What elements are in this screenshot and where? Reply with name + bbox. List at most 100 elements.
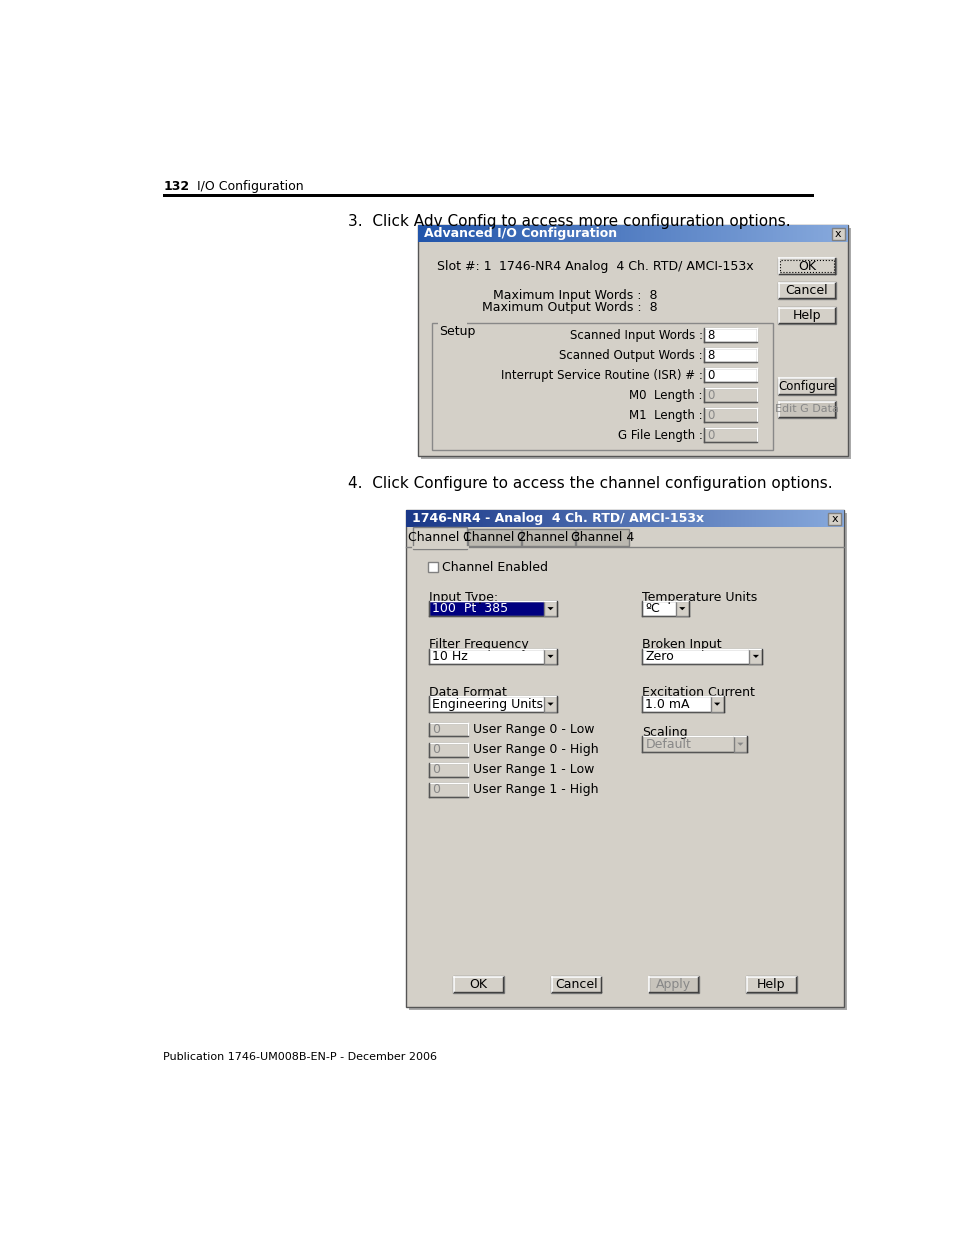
- Text: Maximum Input Words :  8: Maximum Input Words : 8: [493, 289, 658, 301]
- Text: 0: 0: [707, 369, 714, 382]
- Bar: [703, 348, 757, 362]
- Polygon shape: [713, 703, 720, 705]
- Bar: [429, 742, 468, 757]
- Text: User Range 1 - Low: User Range 1 - Low: [473, 763, 594, 776]
- Text: x: x: [830, 514, 837, 525]
- Text: Scanned Input Words :: Scanned Input Words :: [569, 329, 702, 342]
- Text: Slot #: 1: Slot #: 1: [436, 261, 491, 273]
- Bar: [778, 258, 835, 274]
- Bar: [641, 697, 723, 711]
- Bar: [703, 429, 757, 442]
- Polygon shape: [547, 608, 553, 610]
- Text: Channel 1: Channel 1: [407, 531, 471, 545]
- Text: Setup: Setup: [439, 325, 476, 337]
- Bar: [703, 409, 757, 422]
- Bar: [648, 976, 699, 993]
- Text: 8: 8: [707, 329, 714, 342]
- Text: Data Format: Data Format: [429, 687, 507, 699]
- Text: Publication 1746-UM008B-EN-P - December 2006: Publication 1746-UM008B-EN-P - December …: [163, 1052, 437, 1062]
- Text: 0: 0: [432, 763, 440, 776]
- Polygon shape: [752, 655, 759, 658]
- Text: OK: OK: [469, 978, 487, 990]
- Text: Edit G Data: Edit G Data: [774, 404, 838, 414]
- Bar: [550, 976, 600, 993]
- Text: Maximum Output Words :  8: Maximum Output Words : 8: [482, 301, 658, 314]
- Text: 0: 0: [707, 389, 714, 401]
- Bar: [675, 601, 688, 616]
- Polygon shape: [547, 655, 553, 658]
- Bar: [406, 510, 843, 1007]
- Text: Default: Default: [645, 737, 691, 751]
- Text: 0: 0: [432, 722, 440, 736]
- Text: User Range 1 - High: User Range 1 - High: [473, 783, 598, 797]
- Text: Excitation Current: Excitation Current: [641, 687, 755, 699]
- Text: 0: 0: [707, 429, 714, 442]
- Text: Channel 3: Channel 3: [517, 531, 579, 543]
- Text: 0: 0: [432, 783, 440, 797]
- Text: Channel Enabled: Channel Enabled: [442, 561, 548, 573]
- Text: Zero: Zero: [645, 650, 674, 663]
- Bar: [778, 306, 835, 324]
- Bar: [827, 514, 840, 525]
- Bar: [641, 648, 761, 664]
- Bar: [703, 329, 757, 342]
- Bar: [453, 976, 503, 993]
- Bar: [429, 783, 468, 797]
- Bar: [521, 529, 575, 546]
- Bar: [413, 527, 467, 548]
- Text: Input Type:: Input Type:: [429, 590, 497, 604]
- Bar: [641, 601, 688, 616]
- Bar: [429, 648, 557, 664]
- Bar: [429, 763, 468, 777]
- Bar: [745, 976, 796, 993]
- Text: Broken Input: Broken Input: [641, 638, 721, 651]
- Text: Advanced I/O Configuration: Advanced I/O Configuration: [423, 227, 617, 240]
- Bar: [427, 562, 437, 572]
- Text: M1  Length :: M1 Length :: [629, 409, 702, 422]
- Text: User Range 0 - High: User Range 0 - High: [473, 743, 598, 756]
- Bar: [429, 601, 557, 616]
- Bar: [703, 368, 757, 383]
- Bar: [733, 736, 746, 752]
- Text: 4.  Click Configure to access the channel configuration options.: 4. Click Configure to access the channel…: [348, 475, 832, 490]
- Text: Help: Help: [757, 978, 785, 990]
- Bar: [748, 648, 761, 664]
- Polygon shape: [737, 742, 742, 746]
- Bar: [409, 514, 846, 1010]
- Bar: [437, 320, 467, 330]
- Polygon shape: [547, 703, 553, 705]
- Text: Engineering Units: Engineering Units: [432, 698, 543, 710]
- Bar: [543, 601, 557, 616]
- Text: 0: 0: [432, 743, 440, 756]
- Text: 1746-NR4 Analog  4 Ch. RTD/ AMCI-153x: 1746-NR4 Analog 4 Ch. RTD/ AMCI-153x: [498, 261, 753, 273]
- Text: Apply: Apply: [656, 978, 691, 990]
- Text: Temperature Units: Temperature Units: [641, 590, 757, 604]
- Text: Scaling: Scaling: [641, 726, 687, 739]
- Text: 1746-NR4 - Analog  4 Ch. RTD/ AMCI-153x: 1746-NR4 - Analog 4 Ch. RTD/ AMCI-153x: [412, 513, 703, 525]
- Text: Channel 2: Channel 2: [462, 531, 525, 543]
- Bar: [831, 228, 843, 240]
- Bar: [429, 697, 557, 711]
- Text: Help: Help: [792, 309, 821, 322]
- Bar: [163, 194, 814, 196]
- Bar: [780, 259, 833, 272]
- Bar: [703, 389, 757, 403]
- Polygon shape: [679, 608, 684, 610]
- Text: 1.0 mA: 1.0 mA: [645, 698, 689, 710]
- Text: 8: 8: [707, 348, 714, 362]
- Text: 132: 132: [163, 180, 190, 193]
- Text: Cancel: Cancel: [555, 978, 597, 990]
- Text: Configure: Configure: [778, 379, 835, 393]
- Bar: [778, 378, 835, 395]
- Bar: [417, 225, 847, 456]
- Text: ºC: ºC: [645, 603, 659, 615]
- Text: 10 Hz: 10 Hz: [432, 650, 468, 663]
- Bar: [641, 736, 746, 752]
- Text: Channel 4: Channel 4: [571, 531, 634, 543]
- Bar: [576, 529, 629, 546]
- Text: G File Length :: G File Length :: [618, 429, 702, 442]
- Bar: [429, 722, 468, 736]
- Bar: [468, 529, 520, 546]
- Text: 0: 0: [707, 409, 714, 422]
- Text: I/O Configuration: I/O Configuration: [196, 180, 303, 193]
